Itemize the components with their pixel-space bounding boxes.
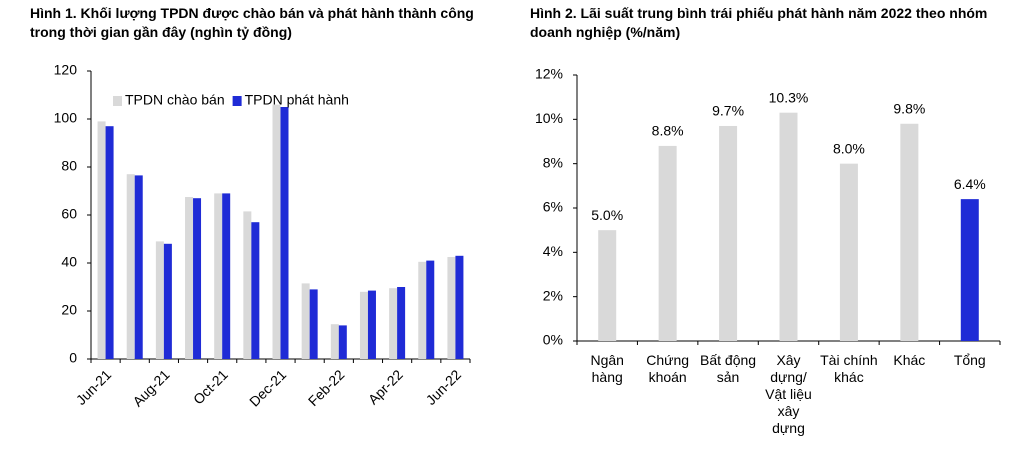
bar [251,222,260,359]
y-tick-label: 20 [61,302,77,318]
y-tick-label: 12% [535,66,563,82]
x-tick-label: Dec-21 [246,366,289,409]
bar [185,197,194,359]
y-tick-label: 0% [543,332,563,348]
x-tick-label: Chứng khoán [646,352,690,385]
bar [338,325,347,359]
bar [960,199,979,341]
bar [243,211,252,359]
value-label: 8.0% [833,140,865,156]
bar [126,174,135,359]
value-label: 9.7% [712,103,744,119]
bar [839,163,858,341]
x-tick-label: Tổng [953,352,986,368]
x-tick-label: Xây dựng/ Vật liệu xây dựng [765,352,812,436]
value-label: 5.0% [591,207,623,223]
y-tick-label: 0 [69,350,77,366]
value-label: 10.3% [769,89,809,105]
bar [214,193,223,359]
x-tick-label: Tài chính khác [820,352,878,385]
x-tick-label: Ngân hàng [590,352,624,385]
bar [367,290,376,359]
value-label: 8.8% [652,123,684,139]
bar [598,230,617,341]
legend-label: TPDN phát hành [245,92,349,108]
x-tick-label: Oct-21 [190,366,231,407]
bar [330,324,339,359]
bar [389,288,398,359]
bar [97,121,106,360]
bar [309,289,318,359]
legend-swatch [232,96,242,106]
y-tick-label: 40 [61,254,77,270]
value-label: 6.4% [954,176,986,192]
bar [105,126,114,359]
y-tick-label: 2% [543,287,563,303]
y-tick-label: 4% [543,243,563,259]
bar [447,257,456,359]
x-tick-label: Feb-22 [305,366,348,409]
bar [397,287,406,359]
x-tick-label: Bất động sản [700,352,757,385]
x-tick-label: Aug-21 [129,366,172,409]
bar [280,107,289,359]
bar [418,261,427,359]
x-tick-label: Jun-21 [73,366,115,408]
bar [779,112,798,341]
bar [155,241,164,359]
x-tick-label: Apr-22 [365,366,406,407]
bar [658,145,677,341]
value-label: 9.8% [893,100,925,116]
y-tick-label: 80 [61,158,77,174]
chart-title: Hình 2. Lãi suất trung bình trái phiếu p… [530,5,988,40]
bar [719,125,738,341]
bar [455,255,464,359]
y-tick-label: 100 [54,110,78,126]
bar [222,193,231,359]
legend-label: TPDN chào bán [125,92,225,108]
y-tick-label: 6% [543,199,563,215]
bar [359,291,368,359]
y-tick-label: 60 [61,206,77,222]
bar [272,104,281,359]
y-tick-label: 10% [535,110,563,126]
y-tick-label: 8% [543,154,563,170]
x-tick-label: Jun-22 [423,366,465,408]
x-tick-label: Khác [893,352,926,368]
bar [426,260,435,359]
bar [163,243,172,359]
bar [900,123,919,342]
legend-swatch [113,96,122,106]
chart-title: Hình 1. Khối lượng TPDN được chào bán và… [30,5,474,40]
bar [193,198,202,359]
bar [301,283,310,359]
bar [134,175,143,359]
y-tick-label: 120 [54,62,78,78]
